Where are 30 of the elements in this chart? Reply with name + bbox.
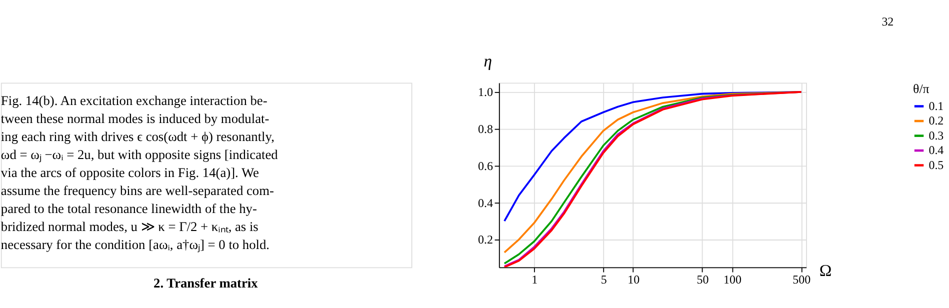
text: 2. Transfer matrix bbox=[154, 275, 258, 290]
y-tick-label: 0.6 bbox=[478, 158, 493, 173]
x-tick-label: 50 bbox=[696, 272, 709, 286]
text: ωd = ωⱼ −ωᵢ = 2u, but with opposite signs [indicated bbox=[0, 146, 278, 163]
y-axis-title: η bbox=[484, 52, 492, 71]
y-tick-label: 0.4 bbox=[478, 196, 493, 210]
x-axis-title: Ω bbox=[819, 260, 832, 280]
legend-label: 0.1 bbox=[928, 98, 944, 113]
legend-label: 0.4 bbox=[928, 143, 944, 158]
text: 32 bbox=[882, 14, 894, 29]
legend-label: 0.2 bbox=[928, 114, 944, 128]
legend-title: θ/π bbox=[913, 80, 930, 96]
text: ing each ring with drives ϵ cos(ωdt + ϕ) resonantly, bbox=[0, 128, 274, 144]
y-tick-label: 1.0 bbox=[478, 85, 493, 100]
y-tick-label: 0.2 bbox=[478, 232, 493, 247]
caption: Fig. 14(b). An excitation exchange interaction be- bbox=[0, 92, 268, 108]
text: bridized normal modes, u ≫ κ = Γ/2 + κᵢₙₜ, as is bbox=[0, 218, 258, 234]
text: tween these normal modes is induced by modulat- bbox=[0, 110, 270, 126]
legend-label: 0.3 bbox=[928, 128, 944, 142]
x-tick-label: 100 bbox=[724, 272, 742, 286]
text: necessary for the condition [aωᵢ, a†ωⱼ] = 0 to hold. bbox=[0, 236, 270, 253]
text: via the arcs of opposite colors in Fig. 14(a)]. We bbox=[0, 164, 259, 180]
y-tick-label: 0.8 bbox=[478, 122, 493, 136]
text: pared to the total resonance linewidth of the hy- bbox=[0, 200, 257, 216]
x-tick-label: 10 bbox=[628, 272, 640, 286]
x-tick-label: 5 bbox=[600, 272, 607, 286]
legend-label: 0.5 bbox=[928, 158, 944, 172]
text: assume the frequency bins are well-separated com- bbox=[0, 182, 274, 198]
x-tick-label: 500 bbox=[792, 272, 811, 286]
x-tick-label: 1 bbox=[532, 272, 538, 286]
